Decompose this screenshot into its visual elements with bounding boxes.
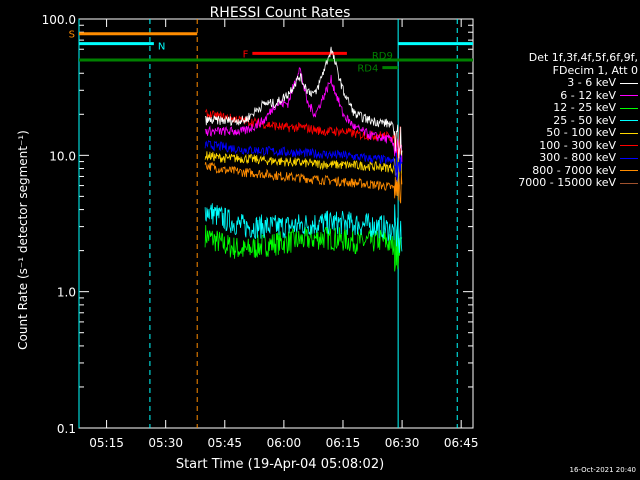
legend-entry: 50 - 100 keV [478,126,638,140]
legend-entry-label: 25 - 50 keV [553,113,616,127]
series-line [204,46,403,159]
series-line [204,161,403,204]
legend-entries: 3 - 6 keV 6 - 12 keV 12 - 25 keV 25 - 50 ke… [478,76,638,190]
legend-swatch [620,145,638,147]
legend-entry: 6 - 12 keV [478,88,638,103]
x-axis-label: Start Time (19-Apr-04 05:08:02) [176,457,384,472]
guide-lines: S N F RD9 RD4 [69,19,473,428]
annotation-label: RD9 [372,51,393,62]
x-tick-label: 06:15 [326,436,361,450]
x-tick-label: 06:45 [444,436,479,450]
render-timestamp: 16-Oct-2021 20:40 [569,466,636,474]
legend-entry: 25 - 50 keV [478,113,638,128]
series-line [204,139,403,182]
y-tick-label: 1.0 [57,286,76,300]
legend-entry-label: 100 - 300 keV [539,138,616,152]
legend-swatch [620,132,638,134]
legend-entry: 3 - 6 keV [478,76,638,90]
legend: Det 1f,3f,4f,5f,6f,9f, FDecim 1, Att 0 3… [478,51,638,190]
series-line [204,225,403,272]
legend-swatch [620,107,638,109]
series-line [204,150,403,182]
y-tick-label: 10.0 [49,149,76,163]
x-tick-label: 06:00 [267,436,302,450]
legend-entry-label: 12 - 25 keV [553,101,616,114]
x-tick-label: 05:30 [148,436,183,450]
legend-entry: 12 - 25 keV [478,101,638,115]
legend-swatch [620,82,638,84]
legend-header-line-1: Det 1f,3f,4f,5f,6f,9f, [528,51,638,64]
legend-swatch [620,120,638,122]
legend-entry-label: 50 - 100 keV [546,126,616,139]
legend-swatch [620,182,638,184]
legend-swatch [620,157,638,159]
y-axis-label: Count Rate (s⁻¹ detector segment⁻¹) [16,130,30,350]
x-tick-label: 06:30 [385,436,420,450]
x-tick-label: 05:15 [89,436,124,450]
legend-entry-label: 800 - 7000 keV [532,163,616,177]
y-tick-label: 0.1 [57,422,76,436]
legend-entry-label: 300 - 800 keV [539,151,616,164]
legend-entry-label: 7000 - 15000 keV [518,176,616,189]
series-line [204,203,403,253]
legend-header-line-2: FDecim 1, Att 0 [552,63,638,77]
legend-entry: 800 - 7000 keV [478,163,638,178]
series-group [204,46,403,272]
annotation-label: RD4 [357,64,378,75]
annotation-label: N [158,42,165,53]
annotation-label: F [243,49,249,60]
annotation-label: S [69,30,75,41]
legend-entry: 300 - 800 keV [478,151,638,165]
legend-entry-label: 6 - 12 keV [560,88,616,102]
legend-swatch [620,95,638,97]
y-tick-label: 100.0 [42,13,76,27]
x-tick-label: 05:45 [207,436,242,450]
legend-swatch [620,170,638,172]
legend-entry: 7000 - 15000 keV [478,176,638,190]
legend-entry: 100 - 300 keV [478,138,638,153]
legend-entry-label: 3 - 6 keV [567,76,616,89]
axis-ticks: 05:15 05:30 05:45 06:00 06:15 06:30 06:45 0.1 1.… [42,13,479,450]
chart-title: RHESSI Count Rates [210,5,351,21]
